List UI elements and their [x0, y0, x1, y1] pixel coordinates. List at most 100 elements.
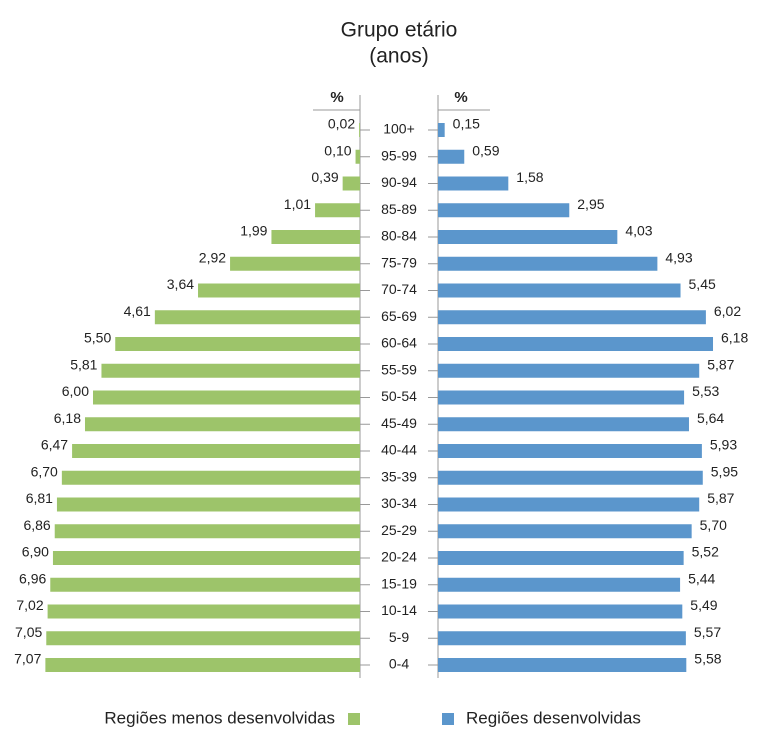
- legend-label: Regiões menos desenvolvidas: [104, 708, 335, 727]
- value-label: 5,53: [692, 383, 719, 399]
- bar: [54, 524, 360, 539]
- value-label: 5,81: [70, 356, 97, 372]
- bar: [61, 470, 360, 485]
- value-label: 5,58: [694, 651, 721, 667]
- bar: [438, 203, 570, 218]
- value-label: 5,87: [707, 356, 734, 372]
- value-label: 4,93: [665, 249, 692, 265]
- value-label: 7,05: [15, 624, 42, 640]
- bar: [271, 230, 360, 244]
- bar: [438, 470, 703, 485]
- value-label: 1,01: [284, 196, 311, 212]
- value-label: 5,57: [694, 624, 721, 640]
- bar: [47, 604, 361, 619]
- chart-title: Grupo etário: [341, 19, 458, 42]
- bar: [46, 631, 361, 646]
- bar: [56, 497, 360, 512]
- bar: [438, 658, 687, 672]
- value-label: 5,44: [688, 570, 715, 586]
- age-label: 35-39: [381, 468, 417, 484]
- age-label: 55-59: [381, 361, 417, 377]
- value-label: 5,49: [690, 597, 717, 613]
- bar: [438, 390, 685, 405]
- value-label: 3,64: [167, 276, 194, 292]
- age-label: 45-49: [381, 415, 417, 431]
- age-label: 15-19: [381, 575, 417, 591]
- age-label: 75-79: [381, 254, 417, 270]
- bar: [438, 577, 681, 592]
- age-label: 50-54: [381, 388, 417, 404]
- value-label: 7,07: [14, 651, 41, 667]
- bar: [101, 363, 360, 378]
- legend-swatch: [348, 713, 360, 725]
- value-label: 6,96: [19, 570, 46, 586]
- value-label: 6,81: [26, 490, 53, 506]
- bar: [230, 256, 360, 271]
- value-label: 4,03: [625, 223, 652, 239]
- value-label: 6,70: [31, 463, 58, 479]
- bar: [438, 283, 681, 298]
- value-label: 5,93: [710, 437, 737, 453]
- bar: [438, 524, 692, 539]
- left-axis-label: %: [330, 89, 343, 106]
- value-label: 6,90: [22, 544, 49, 560]
- age-label: 25-29: [381, 522, 417, 538]
- bar: [93, 390, 360, 405]
- bar: [438, 551, 684, 565]
- bar: [438, 123, 445, 137]
- value-label: 5,87: [707, 490, 734, 506]
- bar: [438, 149, 465, 164]
- value-label: 5,70: [700, 517, 727, 533]
- value-label: 0,10: [324, 142, 351, 158]
- value-label: 5,52: [692, 544, 719, 560]
- value-label: 6,47: [41, 437, 68, 453]
- bar: [438, 417, 689, 432]
- bar: [438, 497, 700, 512]
- bar: [438, 631, 686, 646]
- value-label: 6,00: [62, 383, 89, 399]
- value-label: 6,18: [54, 410, 81, 426]
- value-label: 2,92: [199, 249, 226, 265]
- value-label: 0,59: [472, 142, 499, 158]
- age-label: 95-99: [381, 147, 417, 163]
- bar: [52, 551, 360, 565]
- value-label: 6,86: [23, 517, 50, 533]
- bar: [438, 256, 658, 271]
- bar: [438, 230, 618, 244]
- bar: [198, 283, 360, 298]
- value-label: 5,64: [697, 410, 724, 426]
- value-label: 5,50: [84, 330, 111, 346]
- age-label: 60-64: [381, 335, 417, 351]
- value-label: 1,99: [240, 223, 267, 239]
- value-label: 0,02: [328, 116, 355, 132]
- age-label: 100+: [383, 121, 415, 137]
- age-label: 30-34: [381, 495, 417, 511]
- right-axis-label: %: [454, 89, 467, 106]
- bar: [315, 203, 360, 218]
- age-label: 90-94: [381, 174, 417, 190]
- value-label: 0,15: [453, 116, 480, 132]
- bar: [438, 604, 683, 619]
- age-label: 20-24: [381, 549, 417, 565]
- value-label: 2,95: [577, 196, 604, 212]
- age-label: 80-84: [381, 228, 417, 244]
- value-label: 1,58: [516, 169, 543, 185]
- age-label: 70-74: [381, 281, 417, 297]
- age-label: 0-4: [389, 656, 409, 672]
- bar: [438, 444, 702, 458]
- value-label: 6,02: [714, 303, 741, 319]
- chart-subtitle: (anos): [369, 45, 429, 68]
- value-label: 5,45: [689, 276, 716, 292]
- bar: [342, 176, 360, 191]
- value-label: 7,02: [16, 597, 43, 613]
- age-label: 65-69: [381, 308, 417, 324]
- bar: [45, 658, 360, 672]
- legend-label: Regiões desenvolvidas: [466, 708, 641, 727]
- bar: [84, 417, 361, 432]
- value-label: 0,39: [311, 169, 338, 185]
- legend-swatch: [442, 713, 454, 725]
- value-label: 6,18: [721, 330, 748, 346]
- bar: [438, 176, 509, 191]
- bar: [438, 310, 706, 325]
